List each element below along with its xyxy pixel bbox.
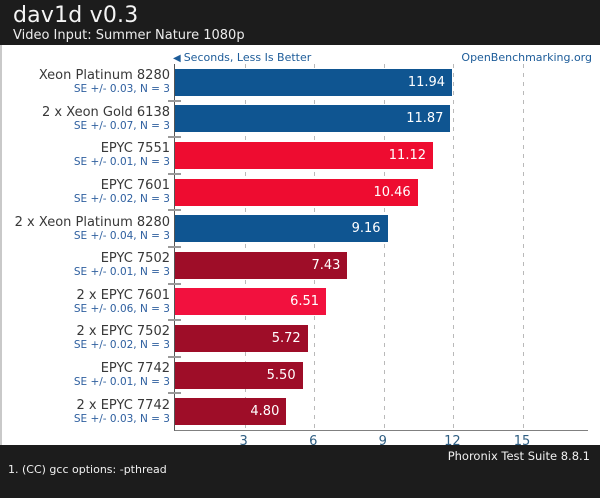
standard-error-label: SE +/- 0.04, N = 3 [73, 229, 170, 242]
standard-error-label: SE +/- 0.06, N = 3 [73, 302, 170, 315]
bar-plot-area: 11.94 11.87 11.12 10.46 9.16 7.43 6.51 5.72 5.50… [168, 64, 588, 431]
bar-row: 11.94 [175, 64, 588, 101]
category-label-row: EPYC 7601 SE +/- 0.02, N = 3 [2, 174, 172, 211]
processor-name-label: 2 x Xeon Gold 6138 [42, 104, 170, 120]
result-bar: 5.50 [175, 361, 303, 389]
bar-row: 11.87 [168, 99, 588, 138]
result-bar: 11.87 [175, 105, 451, 133]
category-axis-tick [168, 355, 181, 358]
bar-row: 10.46 [168, 172, 588, 211]
gridline-6 [314, 64, 316, 430]
processor-name-label: EPYC 7502 [100, 251, 170, 267]
bar-value-label: 5.72 [271, 330, 301, 346]
processor-name-label: 2 x Xeon Platinum 8280 [14, 214, 170, 230]
processor-name-label: 2 x EPYC 7742 [76, 397, 170, 413]
category-label-row: EPYC 7502 SE +/- 0.01, N = 3 [2, 247, 172, 284]
result-bar: 7.43 [175, 251, 348, 279]
processor-name-label: Xeon Platinum 8280 [38, 68, 170, 84]
standard-error-label: SE +/- 0.03, N = 3 [73, 83, 170, 96]
processor-name-label: EPYC 7742 [100, 361, 170, 377]
page-subtitle: Video Input: Summer Nature 1080p [13, 28, 245, 43]
bar-value-label: 11.94 [407, 74, 446, 90]
category-label-row: EPYC 7742 SE +/- 0.01, N = 3 [2, 357, 172, 394]
category-label-row: 2 x Xeon Gold 6138 SE +/- 0.07, N = 3 [2, 101, 172, 138]
processor-name-label: EPYC 7551 [100, 141, 170, 157]
bar-row: 4.80 [168, 392, 588, 430]
bar-value-label: 4.80 [250, 404, 280, 420]
result-bar: 11.12 [175, 141, 433, 169]
processor-name-label: 2 x EPYC 7601 [76, 287, 170, 303]
category-label-row: 2 x Xeon Platinum 8280 SE +/- 0.04, N = 3 [2, 210, 172, 247]
category-axis-tick [168, 136, 181, 139]
bar-row: 5.50 [168, 355, 588, 394]
category-axis-tick [168, 99, 181, 102]
standard-error-label: SE +/- 0.01, N = 3 [73, 376, 170, 389]
category-label-row: EPYC 7551 SE +/- 0.01, N = 3 [2, 137, 172, 174]
less-is-better-note: ◀ Seconds, Less Is Better [173, 51, 311, 64]
category-label-row: 2 x EPYC 7601 SE +/- 0.06, N = 3 [2, 284, 172, 321]
graph-header: dav1d v0.3 Video Input: Summer Nature 10… [0, 0, 600, 45]
bar-value-label: 11.12 [388, 147, 426, 163]
standard-error-label: SE +/- 0.03, N = 3 [73, 412, 170, 425]
category-axis-tick [168, 282, 181, 285]
bar-row: 7.43 [168, 245, 588, 284]
gridline-9 [383, 64, 385, 430]
left-arrow-icon: ◀ [173, 53, 181, 64]
standard-error-label: SE +/- 0.01, N = 3 [73, 266, 170, 279]
openbenchmarking-link[interactable]: OpenBenchmarking.org [461, 51, 592, 64]
bar-value-label: 9.16 [351, 221, 381, 237]
processor-name-label: EPYC 7601 [100, 178, 170, 194]
category-axis-tick [168, 245, 181, 248]
page-title: dav1d v0.3 [13, 3, 139, 28]
category-label-row: 2 x EPYC 7502 SE +/- 0.02, N = 3 [2, 320, 172, 357]
category-axis-tick [168, 172, 181, 175]
gridline-15 [523, 64, 525, 430]
chart-body: ◀ Seconds, Less Is Better OpenBenchmarkin… [0, 45, 600, 449]
bar-value-label: 6.51 [290, 294, 320, 310]
bar-row: 9.16 [168, 209, 588, 247]
bar-row: 6.51 [168, 282, 588, 321]
result-bar: 9.16 [175, 215, 388, 243]
category-axis-tick [168, 392, 181, 395]
graph-footer: Phoronix Test Suite 8.8.1 1. (CC) gcc op… [0, 445, 600, 498]
x-axis-tick-label: 3 [239, 434, 248, 449]
bar-row: 11.12 [168, 136, 588, 174]
standard-error-label: SE +/- 0.01, N = 3 [73, 156, 170, 169]
result-bar: 5.72 [175, 324, 308, 352]
bar-value-label: 5.50 [266, 367, 296, 383]
bar-row: 5.72 [168, 319, 588, 357]
result-bar: 10.46 [175, 178, 418, 206]
standard-error-label: SE +/- 0.02, N = 3 [73, 193, 170, 206]
less-is-better-label: Seconds, Less Is Better [183, 51, 312, 64]
gridline-12 [453, 64, 455, 430]
bar-value-label: 11.87 [406, 111, 444, 127]
bar-value-label: 7.43 [311, 257, 341, 273]
standard-error-label: SE +/- 0.07, N = 3 [73, 119, 170, 132]
processor-name-label: 2 x EPYC 7502 [76, 324, 170, 340]
gridline-3 [244, 64, 246, 430]
result-bar: 4.80 [175, 398, 287, 426]
suite-version-label: Phoronix Test Suite 8.8.1 [447, 449, 590, 463]
standard-error-label: SE +/- 0.02, N = 3 [73, 339, 170, 352]
x-axis-tick-label: 6 [309, 434, 318, 449]
compiler-options-note: 1. (CC) gcc options: -pthread [8, 463, 167, 476]
category-label-row: 2 x EPYC 7742 SE +/- 0.03, N = 3 [2, 393, 172, 430]
result-bar: 11.94 [175, 68, 453, 96]
result-bar: 6.51 [175, 288, 327, 316]
category-axis-tick [168, 319, 181, 322]
category-axis-tick [168, 209, 181, 212]
category-label-row: Xeon Platinum 8280 SE +/- 0.03, N = 3 [2, 64, 172, 101]
x-axis-tick-label: 9 [378, 434, 387, 449]
bar-value-label: 10.46 [373, 184, 411, 200]
